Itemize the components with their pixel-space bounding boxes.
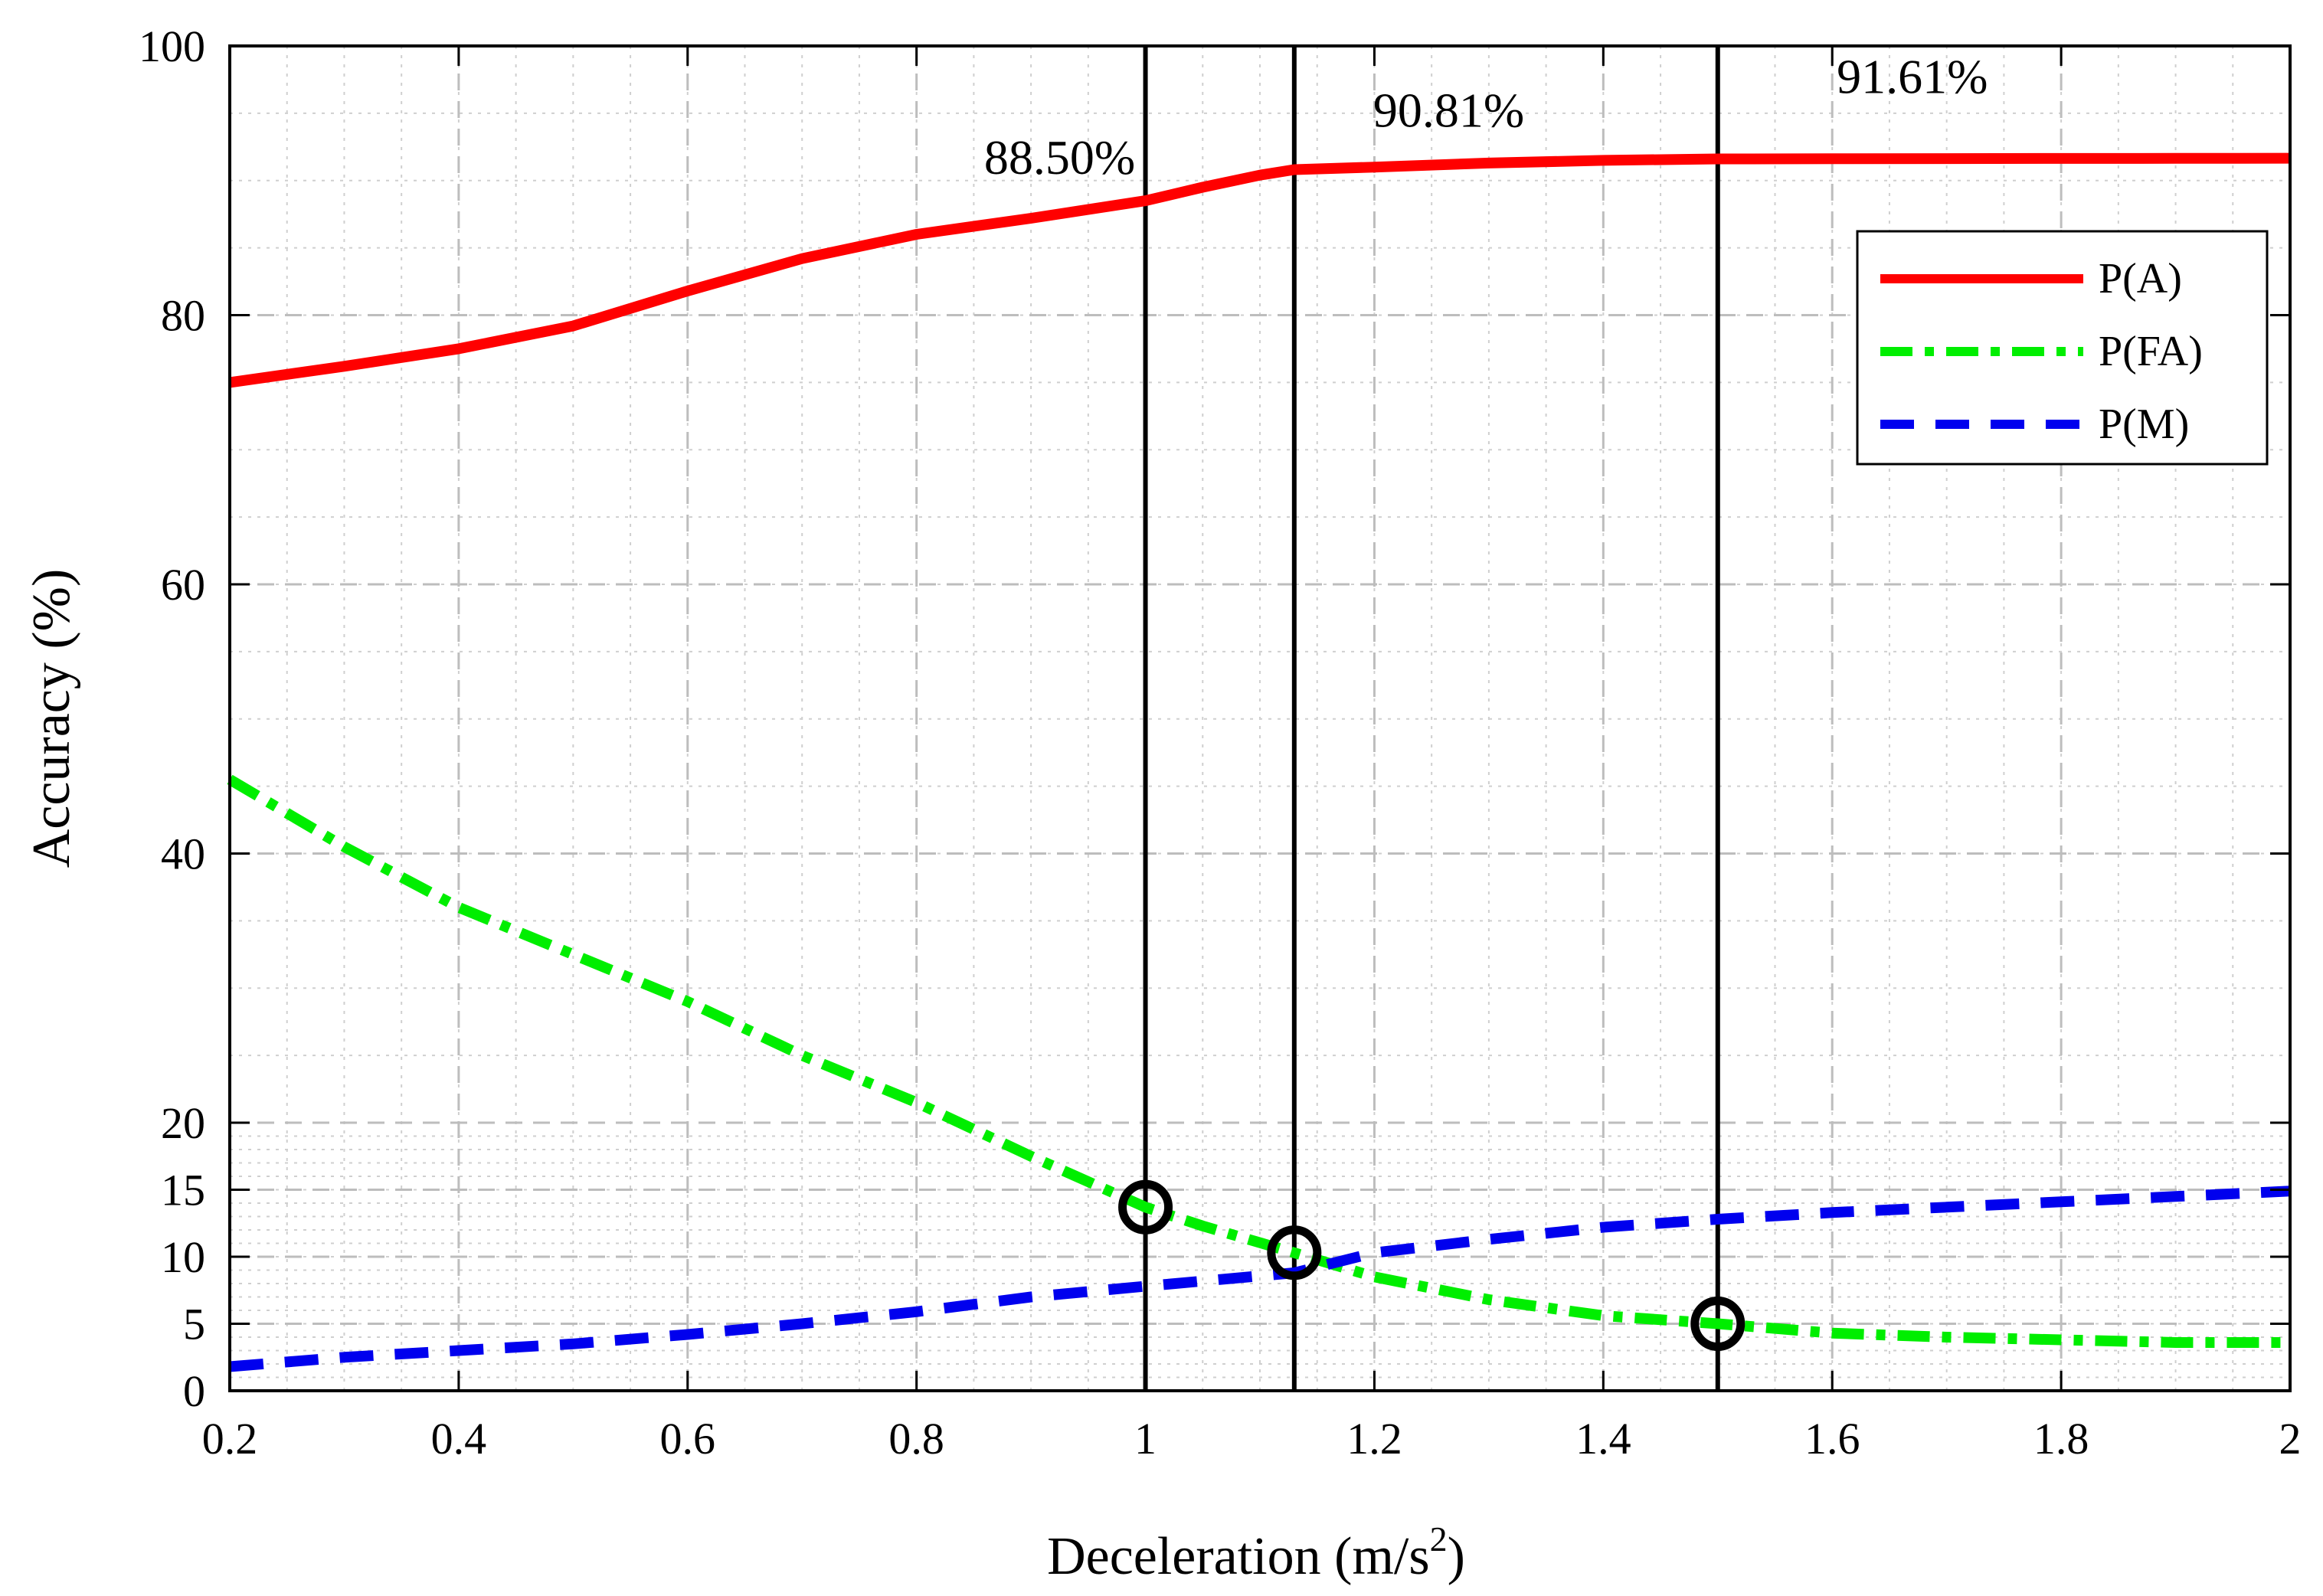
legend-label-pa: P(A) <box>2099 255 2182 303</box>
y-axis-title: Accuracy (%) <box>22 569 81 868</box>
y-tick-label: 5 <box>183 1300 205 1349</box>
grid-layer <box>228 44 2292 1392</box>
circle-marker <box>1118 1179 1173 1235</box>
x-tick-label: 0.2 <box>202 1414 258 1464</box>
annotation-label: 88.50% <box>984 130 1135 185</box>
y-tick-label: 40 <box>161 829 205 879</box>
x-axis-title: Deceleration (m/s2) <box>1047 1519 1465 1586</box>
plot-frame <box>228 44 2292 1392</box>
legend: P(A) P(FA) P(M) <box>1856 230 2269 466</box>
x-tick-label: 0.8 <box>888 1414 944 1464</box>
series-line-pfa <box>227 774 2290 1348</box>
annotation-label: 91.61% <box>1837 50 1988 104</box>
circle-marker <box>1267 1225 1322 1280</box>
x-tick-label: 1 <box>1134 1414 1157 1464</box>
y-tick-label: 0 <box>183 1366 205 1416</box>
annotations-layer: 88.50% 90.81% 91.61% <box>984 50 1988 185</box>
annotation-label: 90.81% <box>1373 83 1524 137</box>
x-tick-label: 0.4 <box>431 1414 487 1464</box>
y-tick-label: 60 <box>161 560 205 610</box>
x-tick-label: 1.2 <box>1346 1414 1402 1464</box>
y-tick-label: 15 <box>161 1166 205 1215</box>
y-tick-label: 10 <box>161 1232 205 1282</box>
legend-label-pm: P(M) <box>2099 401 2189 448</box>
x-axis-title-superscript: 2 <box>1430 1519 1448 1558</box>
y-tick-label: 80 <box>161 291 205 341</box>
circle-markers-layer <box>1118 1179 1746 1351</box>
y-tick-label: 20 <box>161 1098 205 1148</box>
axis-ticks-layer: 0.2 0.4 0.6 0.8 1 1.2 1.4 1.6 1.8 205101520406080… <box>139 21 2302 1464</box>
x-tick-label: 2 <box>2279 1414 2302 1464</box>
legend-label-pfa: P(FA) <box>2099 328 2203 375</box>
x-tick-label: 0.6 <box>660 1414 716 1464</box>
x-tick-label: 1.4 <box>1575 1414 1631 1464</box>
x-tick-label: 1.6 <box>1804 1414 1860 1464</box>
circle-marker <box>1690 1297 1746 1351</box>
x-tick-label: 1.8 <box>2033 1414 2089 1464</box>
series-line-pa <box>229 152 2291 388</box>
y-tick-label: 100 <box>139 21 205 71</box>
vertical-lines-layer <box>1143 46 1720 1391</box>
